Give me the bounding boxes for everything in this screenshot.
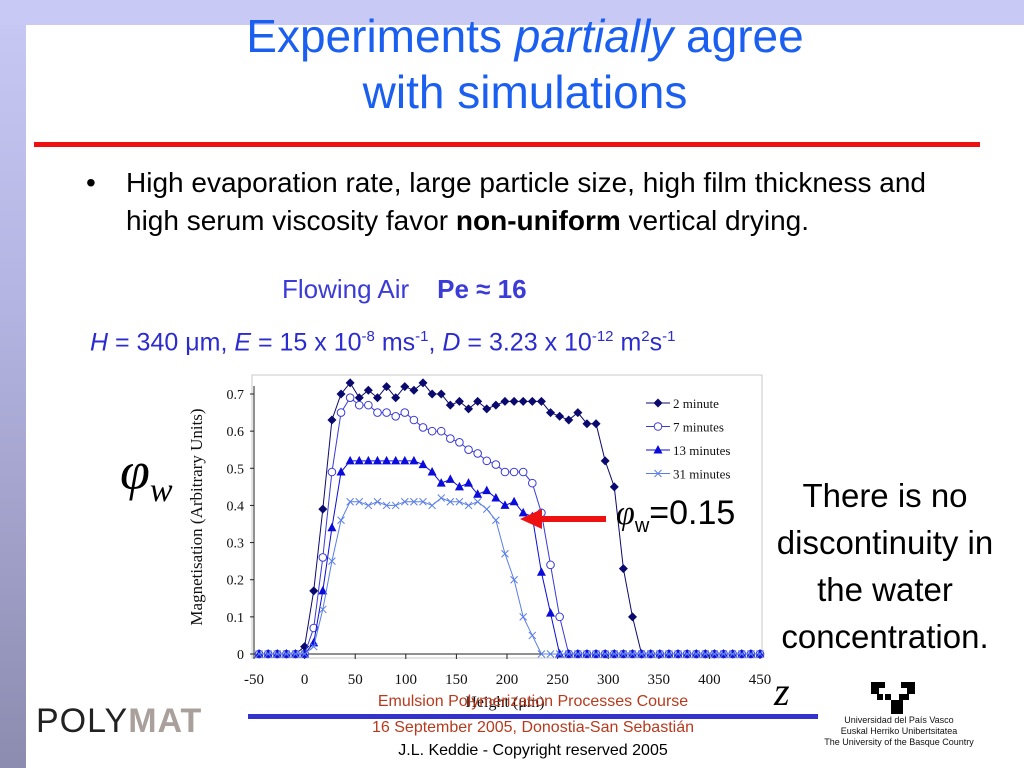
svg-text:2 minute: 2 minute <box>673 396 719 411</box>
red-arrow-icon <box>520 509 606 529</box>
bullet-text-end: vertical drying. <box>620 205 810 236</box>
param-h-symbol: H <box>90 328 109 357</box>
svg-text:150: 150 <box>445 672 468 688</box>
title-underline-rule <box>34 142 980 147</box>
y-axis-label: Magnetisation (Arbitrary Units) <box>187 408 206 625</box>
param-e-unit: ms <box>374 328 416 357</box>
chart-frame <box>251 374 763 659</box>
footer-date-place: 16 September 2005, Donostia-San Sebastiá… <box>372 719 694 736</box>
polymat-logo-b: MAT <box>128 702 203 740</box>
z-axis-symbol: z <box>774 669 790 714</box>
param-e-value: = 15 x 10 <box>251 328 362 357</box>
footer-rule <box>248 714 818 719</box>
phi-annotation: φw=0.15 <box>616 494 735 538</box>
param-d-unit-exp1: 2 <box>641 328 650 345</box>
upv-line2: Euskal Herriko Unibertsitatea <box>840 726 958 736</box>
param-d-symbol: D <box>442 328 461 357</box>
svg-text:0: 0 <box>237 648 244 663</box>
series-31-minutes <box>255 494 764 658</box>
param-d-unit: m <box>613 328 642 357</box>
polymat-logo: POLYMAT <box>36 702 202 741</box>
slide-top-band <box>0 0 1024 25</box>
title-italic: partially <box>514 10 674 62</box>
upv-university-name: Universidad del País Vasco Euskal Herrik… <box>806 715 992 748</box>
title-part1: Experiments <box>246 10 515 62</box>
svg-text:350: 350 <box>648 672 671 688</box>
flowing-air-label: Flowing Air Pe ≈ 16 <box>282 274 527 305</box>
flowing-text: Flowing Air <box>282 274 410 304</box>
upv-logo-icon <box>871 682 915 714</box>
legend-item: 31 minutes <box>646 467 730 482</box>
svg-text:300: 300 <box>597 672 620 688</box>
footer-course: Emulsion Polymerization Processes Course <box>377 693 689 710</box>
param-separator: , <box>428 328 443 357</box>
param-e-symbol: E <box>234 328 252 357</box>
svg-text:0.6: 0.6 <box>227 425 245 440</box>
phi-symbol: φ <box>120 441 150 501</box>
svg-text:400: 400 <box>698 672 721 688</box>
polymat-logo-a: POLY <box>36 702 129 740</box>
param-h-value: = 340 μm, <box>108 328 235 357</box>
svg-text:50: 50 <box>348 672 363 688</box>
title-line2: with simulations <box>362 66 688 118</box>
annotation-value: =0.15 <box>649 494 736 532</box>
svg-text:7 minutes: 7 minutes <box>673 420 724 435</box>
footer-copyright: J.L. Keddie - Copyright reserved 2005 <box>398 742 668 759</box>
svg-text:-50: -50 <box>244 672 264 688</box>
svg-text:0.2: 0.2 <box>227 574 245 589</box>
svg-text:0: 0 <box>301 672 309 688</box>
bullet-text: High evaporation rate, large particle si… <box>126 164 986 240</box>
param-e-unit-exp: -1 <box>415 328 429 345</box>
annotation-sub: w <box>634 514 650 537</box>
svg-text:200: 200 <box>496 672 519 688</box>
svg-text:13 minutes: 13 minutes <box>673 443 730 458</box>
param-d-value: = 3.23 x 10 <box>460 328 592 357</box>
param-d-unit2: s <box>649 328 663 357</box>
legend-item: 7 minutes <box>646 420 724 435</box>
slide-title: Experiments partially agree with simulat… <box>26 8 1024 120</box>
svg-text:250: 250 <box>546 672 569 688</box>
title-part2: agree <box>673 10 804 62</box>
svg-text:0.5: 0.5 <box>227 462 245 477</box>
svg-text:450: 450 <box>749 672 772 688</box>
svg-text:0.1: 0.1 <box>227 611 245 626</box>
param-d-unit-exp2: -1 <box>662 328 676 345</box>
param-d-exp: -12 <box>591 328 614 345</box>
phi-subscript: w <box>149 471 173 509</box>
svg-text:31 minutes: 31 minutes <box>673 467 730 482</box>
svg-text:100: 100 <box>395 672 418 688</box>
svg-text:0.3: 0.3 <box>227 537 245 552</box>
side-note: There is no discontinuity in the water c… <box>776 477 994 655</box>
upv-line3: The University of the Basque Country <box>824 737 974 747</box>
annotation-phi: φ <box>616 495 635 532</box>
bullet-dot-icon: • <box>86 167 96 198</box>
svg-text:0.4: 0.4 <box>227 499 245 514</box>
legend-item: 2 minute <box>646 396 719 411</box>
bullet-text-bold: non-uniform <box>455 205 621 236</box>
bullet-text-start: High evaporation rate, large particle si… <box>126 167 926 236</box>
slide-left-stripe <box>0 0 26 768</box>
chart-axes: -50 0 50 100 150 200 250 300 350 400 45000.10.20.3… <box>227 386 772 688</box>
peclet-number: Pe ≈ 16 <box>437 274 527 304</box>
upv-line1: Universidad del País Vasco <box>844 715 954 725</box>
x-axis-label: Height (μm) <box>465 694 544 711</box>
parameters-line: H = 340 μm, E = 15 x 10-8 ms-1, D = 3.23… <box>90 328 675 357</box>
phi-w-axis-symbol: φw <box>120 440 173 510</box>
chart-legend: 2 minute 7 minutes 13 minutes 31 minutes <box>646 396 730 482</box>
svg-text:0.7: 0.7 <box>227 388 245 403</box>
chart-series <box>254 378 765 659</box>
legend-item: 13 minutes <box>646 443 730 458</box>
param-e-exp: -8 <box>361 328 375 345</box>
